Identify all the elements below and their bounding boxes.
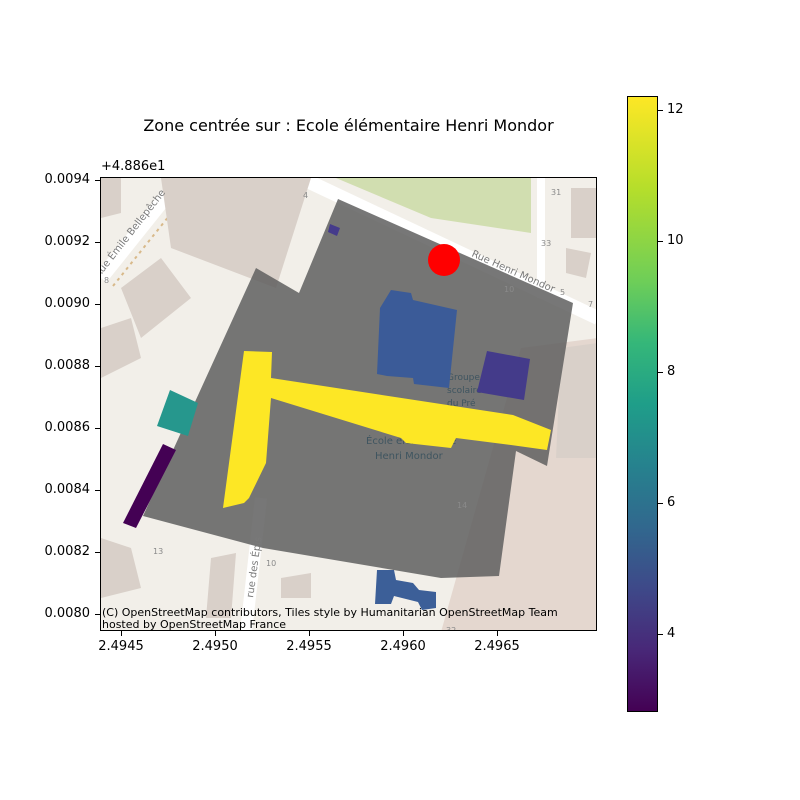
y-tick-mark [95, 614, 100, 615]
x-tick-mark [497, 631, 498, 636]
building-yellow-L [223, 351, 551, 508]
building-blue-south [375, 570, 436, 610]
y-tick-mark [95, 242, 100, 243]
x-tick-label: 2.4960 [380, 639, 426, 654]
building-teal [157, 390, 198, 436]
chart-title: Zone centrée sur : Ecole élémentaire Hen… [143, 116, 554, 135]
attribution-line-1: (C) OpenStreetMap contributors, Tiles st… [102, 606, 558, 619]
y-tick-label: 0.0082 [44, 544, 91, 559]
y-tick-label: 0.0090 [44, 296, 91, 311]
y-axis-offset-label: +4.886e1 [101, 159, 166, 174]
building-small-north [328, 224, 340, 236]
y-tick-mark [95, 180, 100, 181]
y-tick-label: 0.0094 [44, 172, 91, 187]
label-number: 14 [457, 501, 467, 510]
colorbar-tick-label: 4 [667, 626, 676, 641]
x-tick-mark [309, 631, 310, 636]
basemap-building [556, 343, 596, 458]
y-tick-label: 0.0084 [44, 482, 91, 497]
label-number: 8 [104, 276, 109, 285]
label-groupe-1: Groupe [447, 373, 480, 383]
building-indigo-east [477, 351, 530, 400]
label-groupe-3: du Pré [447, 398, 476, 409]
colorbar-tick-label: 12 [667, 102, 684, 117]
x-tick-label: 2.4965 [474, 639, 520, 654]
colorbar-tick-mark [658, 503, 663, 504]
basemap-building [206, 553, 236, 618]
y-tick-label: 0.0086 [44, 420, 91, 435]
basemap-building [571, 188, 596, 238]
building-purple [123, 444, 176, 528]
attribution-line-2: hosted by OpenStreetMap France [102, 618, 287, 631]
label-number: 5 [560, 288, 565, 297]
y-tick-label: 0.0092 [44, 234, 91, 249]
x-tick-mark [121, 631, 122, 636]
colorbar-tick-mark [658, 241, 663, 242]
colorbar-tick-mark [658, 110, 663, 111]
label-number: 13 [153, 547, 163, 556]
label-number: 4 [303, 191, 308, 200]
basemap-building [101, 538, 141, 598]
y-tick-mark [95, 366, 100, 367]
x-tick-label: 2.4945 [98, 639, 144, 654]
basemap-building [101, 318, 141, 378]
park-area [336, 178, 531, 233]
y-tick-mark [95, 304, 100, 305]
map-attribution: (C) OpenStreetMap contributors, Tiles st… [102, 607, 558, 631]
y-tick-label: 0.0080 [44, 606, 91, 621]
basemap-building [161, 178, 311, 288]
building-blue-center [377, 290, 457, 388]
x-tick-label: 2.4950 [192, 639, 238, 654]
map-svg: Rue Émile Bellepêche Rue Henri Mondor ru… [101, 178, 596, 631]
y-tick-label: 0.0088 [44, 358, 91, 373]
colorbar-tick-label: 6 [667, 495, 676, 510]
colorbar-tick-mark [658, 634, 663, 635]
colorbar-tick-mark [658, 372, 663, 373]
label-number: 31 [551, 188, 561, 197]
label-groupe-2: scolaire [447, 386, 482, 396]
label-number: 7 [588, 300, 593, 309]
colorbar [627, 96, 658, 712]
basemap-building [101, 178, 121, 218]
map-area[interactable]: Rue Émile Bellepêche Rue Henri Mondor ru… [100, 177, 597, 631]
center-marker[interactable] [428, 244, 460, 276]
x-tick-mark [215, 631, 216, 636]
x-tick-mark [403, 631, 404, 636]
basemap-building [281, 573, 311, 598]
y-tick-mark [95, 490, 100, 491]
x-tick-label: 2.4955 [286, 639, 332, 654]
y-tick-mark [95, 428, 100, 429]
label-number: 32 [446, 626, 456, 631]
basemap-building [566, 248, 591, 278]
colorbar-tick-label: 10 [667, 233, 684, 248]
y-tick-mark [95, 552, 100, 553]
label-ecole-2: Henri Mondor [375, 451, 444, 462]
label-number: 10 [266, 559, 276, 568]
basemap-building [121, 258, 191, 338]
colorbar-tick-label: 8 [667, 364, 676, 379]
label-number: 10 [504, 285, 514, 294]
label-number: 33 [541, 239, 551, 248]
